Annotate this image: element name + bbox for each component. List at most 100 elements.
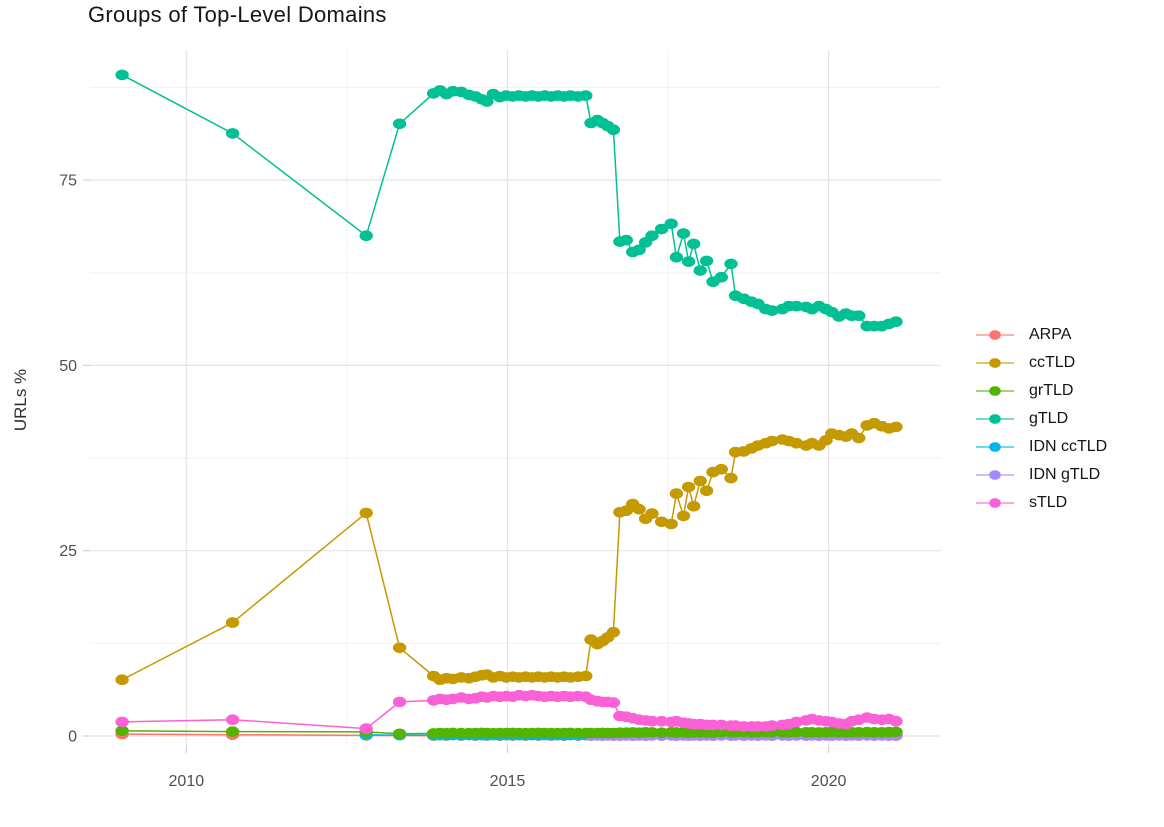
series-stld-point <box>115 716 129 728</box>
series-gtld-point <box>359 230 373 241</box>
y-tick-label-75: 75 <box>59 173 77 190</box>
series-cctld-point <box>699 485 714 497</box>
series-gtld-point <box>645 230 659 241</box>
series-stld-point <box>765 720 779 731</box>
legend-item-stld: sTLD <box>974 489 1107 517</box>
series-cctld-point <box>579 670 593 682</box>
legend-key-dot <box>989 470 1001 480</box>
series-cctld-point <box>115 674 129 685</box>
legend: ARPA ccTLD grTLD gTLD IDN ccTLD IDN gTLD sTLD <box>974 321 1107 517</box>
x-tick-label-2020: 2020 <box>811 773 847 790</box>
legend-key-icon-grtld <box>976 386 1014 396</box>
chart-title: Groups of Top-Level Domains <box>88 2 387 27</box>
legend-key-icon-arpa <box>976 330 1014 340</box>
series-stld-point <box>392 696 407 708</box>
series-stld-point <box>654 715 669 727</box>
series-cctld-point <box>359 507 373 519</box>
legend-item-grtld: grTLD <box>974 377 1107 405</box>
series-gtld-point <box>724 258 738 270</box>
legend-key-dot <box>989 358 1001 368</box>
legend-item-label: ARPA <box>1029 326 1072 343</box>
series-gtld-point <box>889 316 903 328</box>
legend-item-arpa: ARPA <box>974 321 1107 349</box>
series-gtld-point <box>687 238 701 250</box>
y-tick-label-50: 50 <box>59 358 77 375</box>
series-cctld-point <box>632 503 646 515</box>
series-gtld-point <box>693 265 707 276</box>
series-cctld-point <box>606 626 621 638</box>
series-gtld-point <box>225 128 240 139</box>
legend-key-dot <box>989 498 1001 508</box>
series-gtld-point <box>852 310 866 322</box>
legend-key-dot <box>989 330 1001 340</box>
series-cctld-point <box>693 475 707 487</box>
series-gtld-point <box>654 223 669 235</box>
series-grtld-point <box>392 728 407 740</box>
series-grtld-point <box>654 727 669 738</box>
series-cctld-point <box>392 642 407 654</box>
series-cctld-point <box>225 617 240 628</box>
series-cctld-point <box>676 510 691 522</box>
series-stld-point <box>606 697 621 708</box>
x-tick-label-2010: 2010 <box>169 773 205 790</box>
series-cctld-point <box>681 481 696 493</box>
x-tick-label-2015: 2015 <box>490 773 526 790</box>
series-gtld-point <box>714 271 728 283</box>
series-gtld-point <box>606 124 621 135</box>
series-stld-point <box>645 715 659 727</box>
series-cctld-point <box>724 472 738 484</box>
legend-item-label: IDN gTLD <box>1029 466 1101 483</box>
legend-item-label: grTLD <box>1029 382 1074 399</box>
series-grtld-point <box>789 726 804 738</box>
legend-item-gtld: gTLD <box>974 405 1107 433</box>
y-tick-label-0: 0 <box>68 729 77 746</box>
series-cctld-point <box>852 432 866 444</box>
legend-key-dot <box>989 442 1001 452</box>
legend-key-icon-cctld <box>976 358 1014 368</box>
legend-item-cctld: ccTLD <box>974 349 1107 377</box>
series-cctld-point <box>714 463 728 475</box>
series-cctld-line <box>121 422 897 681</box>
series-gtld-point <box>664 218 678 230</box>
legend-key-icon-idn-gtld <box>976 470 1014 480</box>
y-tick-label-25: 25 <box>59 543 77 560</box>
legend-item-label: sTLD <box>1029 494 1068 511</box>
series-stld-point <box>889 715 903 727</box>
series-cctld-point <box>687 500 701 512</box>
series-stld-point <box>359 723 373 734</box>
series-gtld-point <box>681 256 696 267</box>
legend-item-label: IDN ccTLD <box>1029 438 1108 455</box>
legend-key-icon-idn-cctld <box>976 442 1014 452</box>
series-cctld-point <box>645 508 659 519</box>
series-gtld-point <box>619 234 633 246</box>
series-gtld-point <box>392 118 407 130</box>
series-gtld-point <box>676 228 691 239</box>
legend-item-label: gTLD <box>1029 410 1069 427</box>
series-gtld-point <box>765 305 779 316</box>
legend-key-icon-gtld <box>976 414 1014 424</box>
series-stld-point <box>225 714 240 725</box>
series-gtld-point <box>480 96 494 107</box>
series-gtld-point <box>669 251 684 263</box>
legend-key-icon-stld <box>976 498 1014 508</box>
series-cctld-point <box>664 518 678 530</box>
series-cctld-point <box>765 435 779 447</box>
series-stld-point <box>714 719 728 731</box>
series-cctld-point <box>669 488 684 499</box>
legend-key-dot <box>989 414 1001 424</box>
series-gtld-point <box>632 244 646 256</box>
series-grtld-point <box>714 727 728 738</box>
legend-item-idn-gtld: IDN gTLD <box>974 461 1107 489</box>
series-grtld-point <box>225 726 240 737</box>
legend-key-dot <box>989 386 1001 396</box>
series-grtld-point <box>645 727 659 738</box>
series-gtld-point <box>115 69 129 81</box>
series-gtld-point <box>699 255 714 267</box>
series-cctld-point <box>889 421 903 433</box>
series-grtld-point <box>115 725 129 737</box>
series-grtld-point <box>889 726 903 738</box>
series-gtld-point <box>579 90 593 101</box>
series-gtld-line <box>121 74 897 327</box>
legend-item-idn-cctld: IDN ccTLD <box>974 433 1107 461</box>
